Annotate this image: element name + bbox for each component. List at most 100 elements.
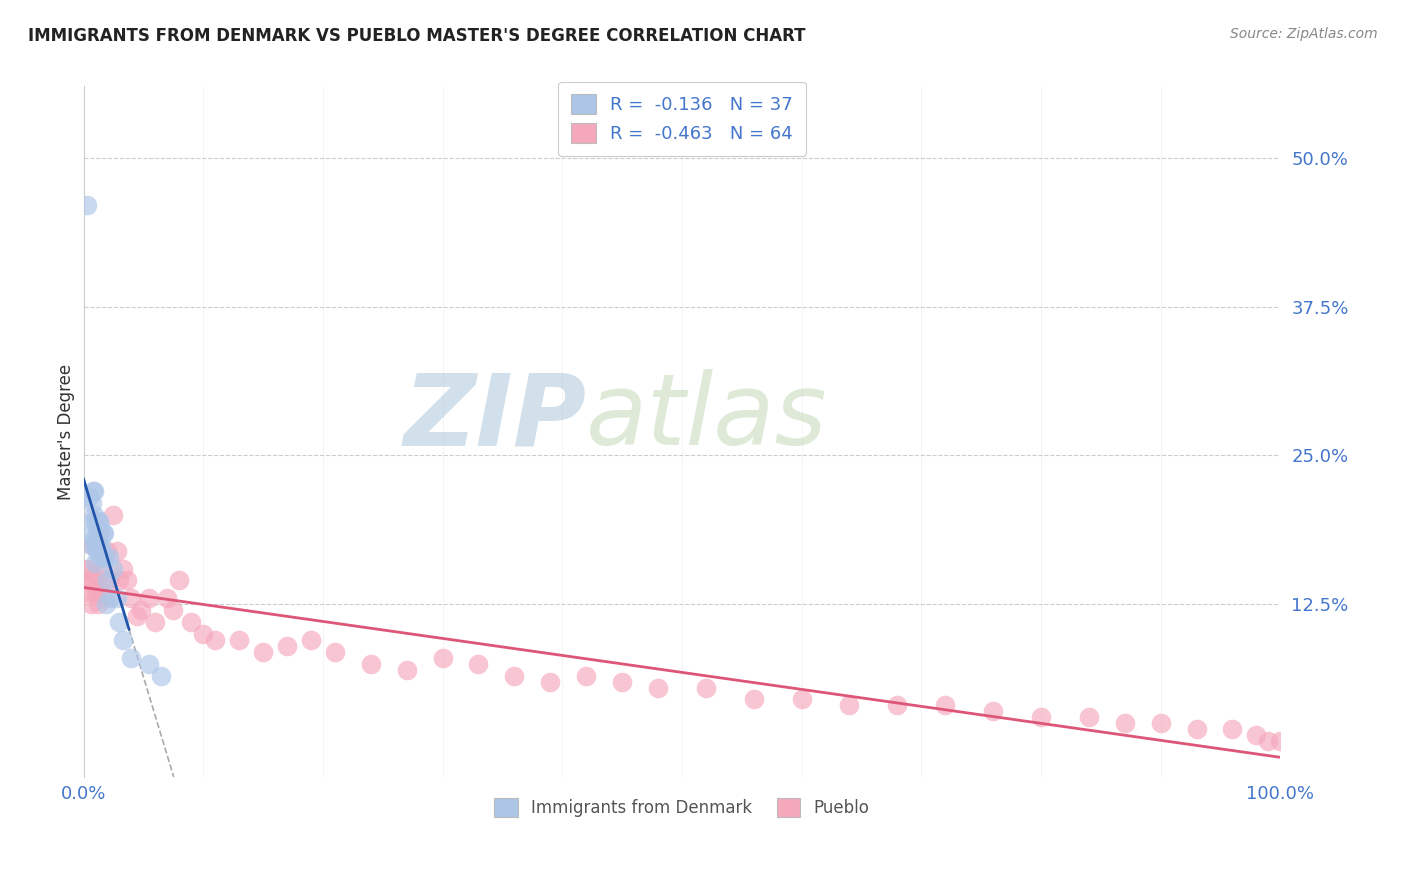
Text: atlas: atlas (586, 369, 828, 467)
Point (76, 198, 98, 212)
Text: IMMIGRANTS FROM DENMARK VS PUEBLO MASTER'S DEGREE CORRELATION CHART: IMMIGRANTS FROM DENMARK VS PUEBLO MASTER… (28, 27, 806, 45)
Point (98, 574, 121, 588)
Legend: Immigrants from Denmark, Pueblo: Immigrants from Denmark, Pueblo (488, 792, 876, 824)
Point (1029, 710, 1052, 724)
Point (90, 538, 112, 552)
Point (360, 657, 382, 671)
Point (228, 632, 250, 647)
Point (87, 538, 110, 552)
Point (252, 645, 274, 659)
Point (503, 668, 526, 682)
Point (84, 538, 107, 552)
Y-axis label: Master's Degree: Master's Degree (58, 364, 75, 500)
Point (1222, 723, 1244, 737)
Point (87, 538, 110, 552)
Point (276, 639, 298, 653)
Point (96, 597, 118, 611)
Point (83, 484, 105, 499)
Point (138, 591, 160, 606)
Point (79, 561, 101, 575)
Point (111, 561, 134, 575)
Point (96, 543, 118, 558)
Point (981, 705, 1004, 719)
Point (180, 615, 202, 629)
Point (82, 484, 104, 499)
Point (105, 543, 128, 558)
Point (83, 567, 105, 582)
Point (647, 681, 669, 695)
Point (1114, 716, 1136, 731)
Point (162, 603, 184, 617)
Text: ZIP: ZIP (404, 369, 586, 467)
Point (75, 574, 97, 588)
Point (84, 556, 107, 570)
Point (77, 585, 100, 599)
Point (127, 609, 149, 624)
Point (467, 657, 489, 671)
Point (156, 591, 179, 606)
Point (87, 597, 110, 611)
Point (80, 496, 103, 510)
Point (80, 538, 103, 552)
Point (89, 579, 111, 593)
Point (86, 585, 108, 599)
Point (934, 698, 956, 713)
Point (323, 645, 346, 659)
Point (120, 591, 142, 606)
Point (1149, 716, 1171, 731)
Point (89, 549, 111, 564)
Point (395, 663, 418, 677)
Point (89, 520, 111, 534)
Point (432, 650, 454, 665)
Point (299, 632, 322, 647)
Point (86, 525, 108, 540)
Point (108, 615, 131, 629)
Point (76, 561, 98, 575)
Point (538, 674, 561, 689)
Point (120, 650, 142, 665)
Point (138, 657, 160, 671)
Point (84, 514, 107, 528)
Point (742, 692, 765, 706)
Point (91, 549, 114, 564)
Point (1270, 734, 1292, 748)
Point (129, 603, 152, 617)
Point (204, 632, 226, 647)
Point (91, 561, 114, 575)
Point (150, 668, 173, 682)
Point (82, 574, 104, 588)
Point (193, 627, 215, 641)
Point (143, 615, 166, 629)
Point (87, 525, 110, 540)
Point (94, 591, 117, 606)
Point (610, 674, 633, 689)
Point (82, 514, 104, 528)
Point (108, 574, 131, 588)
Point (97, 549, 120, 564)
Point (94, 549, 117, 564)
Point (838, 698, 860, 713)
Point (83, 508, 105, 522)
Point (79, 490, 101, 504)
Text: Source: ZipAtlas.com: Source: ZipAtlas.com (1230, 27, 1378, 41)
Point (91, 525, 114, 540)
Point (790, 692, 813, 706)
Point (96, 574, 118, 588)
Point (1185, 723, 1208, 737)
Point (1246, 728, 1268, 742)
Point (93, 525, 115, 540)
Point (115, 574, 138, 588)
Point (80, 538, 103, 552)
Point (1077, 710, 1099, 724)
Point (886, 698, 908, 713)
Point (103, 508, 125, 522)
Point (1257, 734, 1279, 748)
Point (87, 514, 110, 528)
Point (98, 591, 121, 606)
Point (111, 632, 134, 647)
Point (84, 585, 107, 599)
Point (80, 525, 103, 540)
Point (103, 561, 125, 575)
Point (167, 574, 190, 588)
Point (87, 514, 110, 528)
